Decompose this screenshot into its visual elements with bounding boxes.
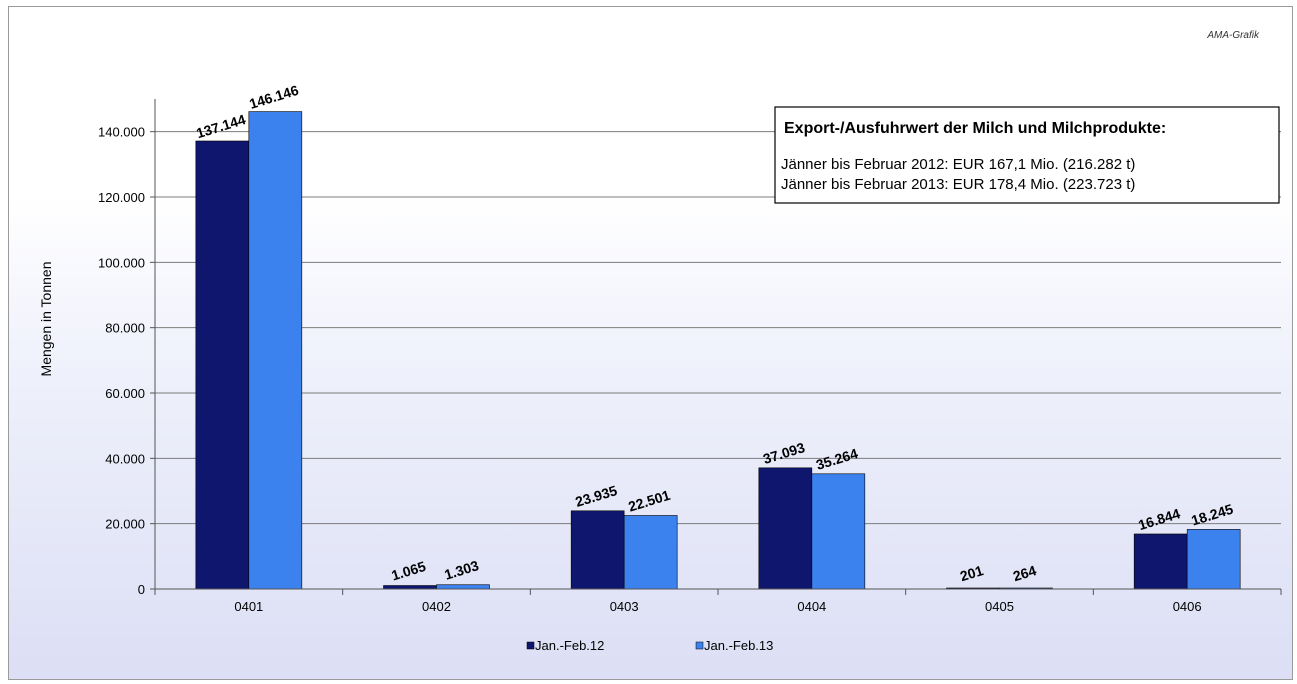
legend-label-series-2: Jan.-Feb.13 [704,638,773,653]
y-tick-label: 40.000 [105,451,145,466]
x-category-label: 0404 [797,599,826,614]
legend-swatch-series-1 [526,641,535,650]
bar-0406-series-2 [1186,529,1241,590]
x-category-label: 0401 [234,599,263,614]
bar-0404-series-1 [758,467,813,590]
x-category-label: 0402 [422,599,451,614]
x-category-label: 0403 [610,599,639,614]
legend: Jan.-Feb.12 Jan.-Feb.13 [526,638,773,653]
data-label: 16.844 [1136,505,1182,533]
bar-0406-series-1 [1133,533,1188,590]
bar-0403-series-1 [570,510,625,590]
bar-0402-series-2 [436,584,490,590]
bar-0404-series-2 [811,473,866,590]
chart-frame: AMA-Grafik 137.144 146.146 1.065 1.303 23.93… [8,6,1293,680]
y-tick-label: 20.000 [105,517,145,532]
legend-label-series-1: Jan.-Feb.12 [535,638,604,653]
data-label: 146.146 [247,82,300,112]
info-box-title: Export-/Ausfuhrwert der Milch und Milchp… [784,120,1166,137]
data-label: 23.935 [573,482,619,510]
bar-0401-series-1 [195,140,250,590]
y-tick-label: 120.000 [98,190,145,205]
bar-0401-series-2 [248,111,303,590]
legend-item-series-1: Jan.-Feb.12 [526,638,604,653]
info-box-line-2012: Jänner bis Februar 2012: EUR 167,1 Mio. … [781,156,1135,173]
info-box: Export-/Ausfuhrwert der Milch und Milchp… [774,106,1280,204]
data-label: 137.144 [194,111,247,141]
legend-swatch-series-2 [695,641,704,650]
data-label: 18.245 [1189,501,1235,529]
y-axis-label: Mengen in Tonnen [38,262,54,377]
data-label: 22.501 [626,487,672,515]
x-category-label: 0405 [985,599,1014,614]
data-label: 1.065 [389,558,427,584]
y-tick-label: 60.000 [105,386,145,401]
y-tick-label: 0 [138,582,145,597]
y-tick-label: 140.000 [98,125,145,140]
info-box-line-2013: Jänner bis Februar 2013: EUR 178,4 Mio. … [781,176,1135,193]
data-label: 35.264 [814,445,860,473]
y-tick-label: 100.000 [98,255,145,270]
data-label: 201 [958,562,985,584]
data-label: 264 [1011,562,1038,584]
bar-0402-series-1 [383,585,437,590]
x-category-label: 0406 [1173,599,1202,614]
data-label: 37.093 [761,439,807,467]
y-tick-label: 80.000 [105,321,145,336]
legend-item-series-2: Jan.-Feb.13 [695,638,773,653]
bar-0403-series-2 [623,515,678,590]
data-label: 1.303 [442,557,480,583]
credit-label: AMA-Grafik [1206,30,1260,41]
